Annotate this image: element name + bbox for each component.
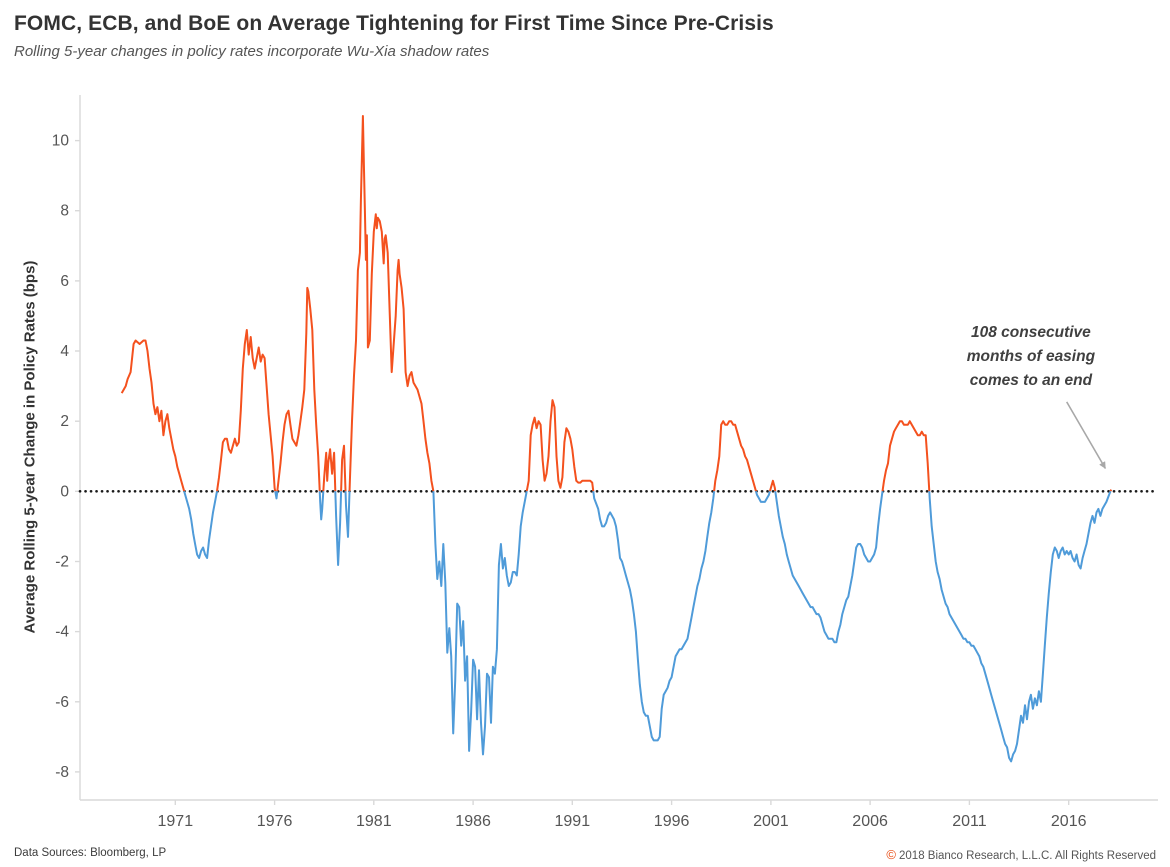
y-tick-label: 2 bbox=[60, 413, 69, 430]
annotation-arrow bbox=[1066, 401, 1107, 469]
y-tick-label: -6 bbox=[55, 694, 69, 711]
y-tick-label: 0 bbox=[60, 483, 69, 500]
x-tick-label: 2001 bbox=[753, 813, 789, 830]
series-line-below-zero bbox=[183, 491, 1112, 763]
x-tick-label: 1996 bbox=[654, 813, 690, 830]
copyright-text: 2018 Bianco Research, L.L.C. All Rights … bbox=[899, 850, 1156, 862]
y-tick-label: 8 bbox=[60, 203, 69, 220]
x-tick-label: 1981 bbox=[356, 813, 392, 830]
y-tick-label: -4 bbox=[55, 624, 69, 641]
x-tick-label: 1976 bbox=[257, 813, 293, 830]
x-tick-label: 2006 bbox=[852, 813, 888, 830]
annotation-text: comes to an end bbox=[970, 372, 1093, 389]
x-tick-label: 2011 bbox=[952, 813, 987, 830]
copyright-note: © 2018 Bianco Research, L.L.C. All Rights… bbox=[886, 847, 1156, 862]
chart-header: FOMC, ECB, and BoE on Average Tightening… bbox=[0, 0, 1170, 60]
x-tick-label: 1986 bbox=[455, 813, 491, 830]
y-tick-label: 4 bbox=[60, 343, 69, 360]
chart-subtitle: Rolling 5-year changes in policy rates i… bbox=[14, 43, 490, 60]
x-tick-label: 2016 bbox=[1051, 813, 1087, 830]
x-tick-label: 1991 bbox=[555, 813, 591, 830]
annotation-text: 108 consecutive bbox=[971, 324, 1091, 341]
x-tick-label: 1971 bbox=[158, 813, 194, 830]
y-tick-label: -8 bbox=[55, 764, 69, 781]
chart-title: FOMC, ECB, and BoE on Average Tightening… bbox=[14, 12, 774, 35]
y-tick-label: 10 bbox=[52, 133, 70, 150]
copyright-icon: © bbox=[886, 847, 897, 862]
line-chart-canvas: -8 -6 -4 -2 0 2 4 6 8 10 1971 1976 1981 1986 1991 1996 2… bbox=[52, 95, 1160, 830]
annotation-text: months of easing bbox=[967, 348, 1096, 365]
y-tick-label: 6 bbox=[60, 273, 69, 290]
y-tick-label: -2 bbox=[55, 554, 69, 571]
chart-footer: Data Sources: Bloomberg, LP © 2018 Bianco… bbox=[0, 843, 1170, 867]
data-source-note: Data Sources: Bloomberg, LP bbox=[14, 847, 167, 859]
series-line-above-zero bbox=[120, 115, 1113, 492]
